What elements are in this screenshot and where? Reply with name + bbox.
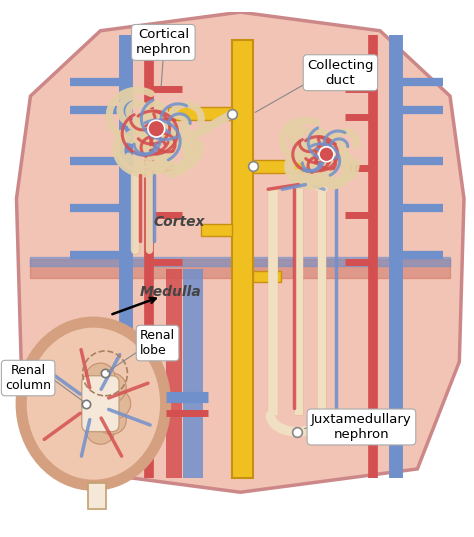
Text: Cortex: Cortex — [154, 215, 205, 229]
Ellipse shape — [94, 403, 126, 434]
Bar — [253, 271, 281, 282]
Text: Renal
lobe: Renal lobe — [140, 329, 175, 357]
Circle shape — [148, 120, 165, 137]
Text: Renal
column: Renal column — [5, 364, 51, 392]
Bar — [183, 268, 203, 478]
Text: Collecting
duct: Collecting duct — [307, 59, 374, 86]
Bar — [232, 40, 253, 478]
Ellipse shape — [21, 322, 165, 485]
Ellipse shape — [94, 373, 126, 404]
Text: Cortical
nephron: Cortical nephron — [136, 28, 191, 56]
Polygon shape — [17, 12, 464, 492]
Text: Medulla: Medulla — [139, 285, 201, 299]
Bar — [168, 107, 232, 120]
Text: Juxtamedullary
nephron: Juxtamedullary nephron — [311, 413, 412, 441]
Ellipse shape — [85, 363, 115, 396]
Bar — [253, 160, 309, 173]
Bar — [201, 224, 232, 236]
Ellipse shape — [98, 389, 131, 419]
Circle shape — [319, 147, 334, 162]
Ellipse shape — [85, 412, 115, 444]
FancyBboxPatch shape — [82, 376, 119, 432]
Bar — [88, 483, 106, 509]
Bar — [165, 268, 182, 478]
